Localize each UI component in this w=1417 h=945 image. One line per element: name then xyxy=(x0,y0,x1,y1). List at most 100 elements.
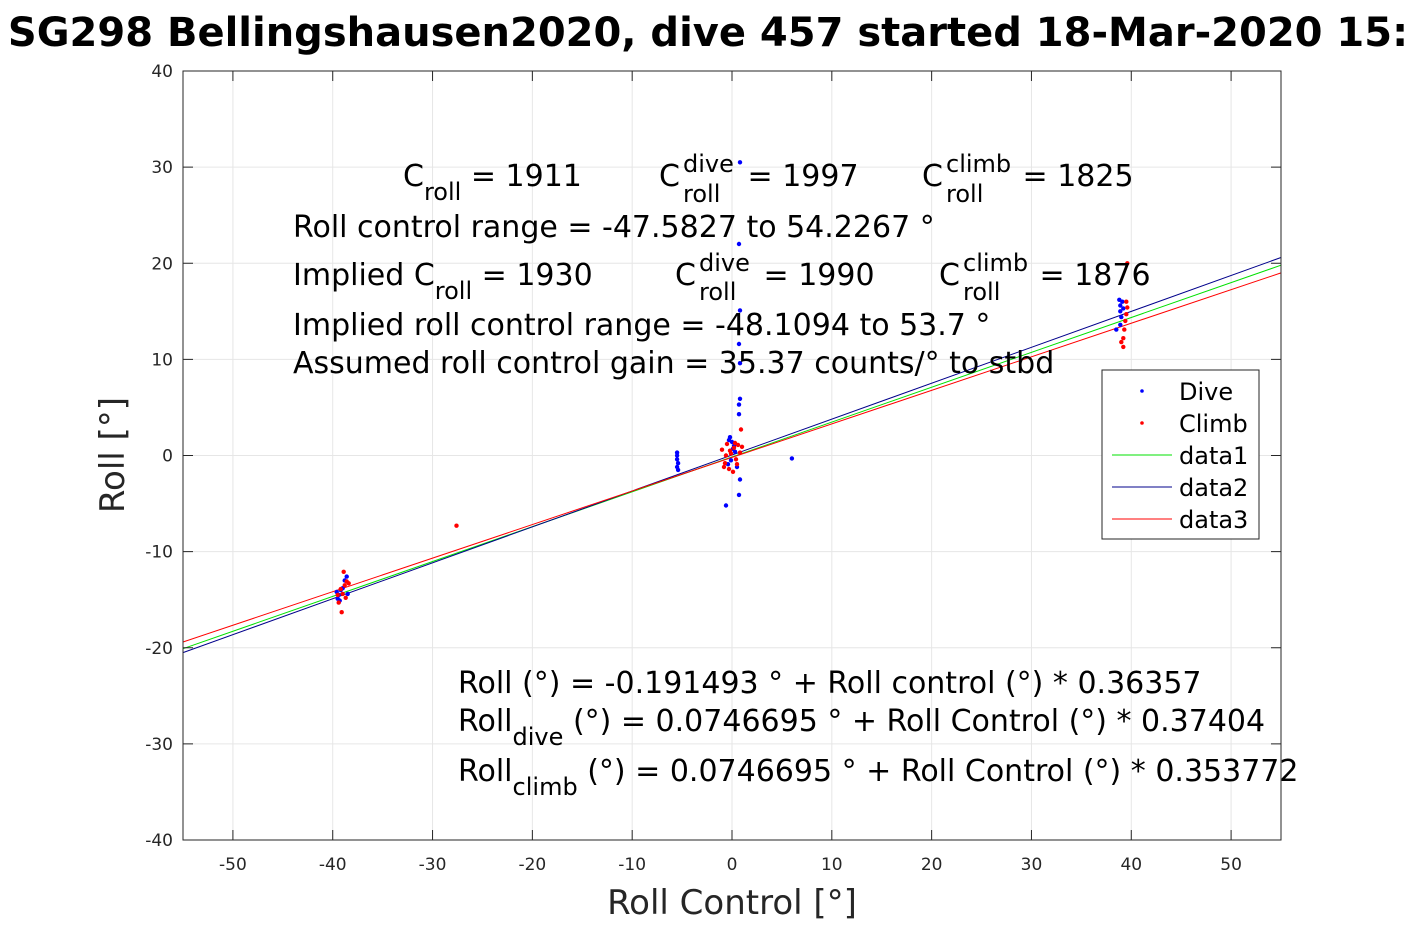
x-tick-label: 40 xyxy=(1120,855,1142,875)
y-tick-label: 0 xyxy=(162,447,173,467)
dive-point xyxy=(1114,327,1119,332)
legend-label-data1: data1 xyxy=(1179,442,1248,470)
dive-point xyxy=(736,492,742,498)
annotation-implied-c-roll: Implied Croll = 1930 xyxy=(293,258,593,305)
climb-point xyxy=(719,447,725,452)
dive-point xyxy=(1118,322,1123,327)
climb-point xyxy=(1124,299,1129,304)
chart-title: SG298 Bellingshausen2020, dive 457 start… xyxy=(8,10,1408,56)
climb-point xyxy=(727,448,733,453)
x-tick-label: -50 xyxy=(219,855,247,875)
dive-point xyxy=(737,396,743,401)
annotation-c-roll: Croll = 1911 xyxy=(403,159,582,206)
dive-point xyxy=(1118,309,1123,314)
legend: Dive Climb data1 data2 data3 xyxy=(1101,369,1260,540)
climb-point xyxy=(732,440,738,446)
climb-point xyxy=(734,462,740,467)
y-tick-label: 20 xyxy=(151,254,173,274)
equation-roll-dive: Rolldive (°) = 0.0746695 ° + Roll Contro… xyxy=(458,704,1265,751)
climb-point xyxy=(1123,318,1128,324)
x-axis-label: Roll Control [°] xyxy=(607,883,857,923)
climb-point xyxy=(336,600,341,605)
climb-point xyxy=(1121,344,1126,350)
annotation-implied-roll-control-range: Implied roll control range = -48.1094 to… xyxy=(293,308,990,343)
climb-point xyxy=(723,453,729,458)
y-tick-label: 30 xyxy=(151,158,173,178)
dive-point xyxy=(674,457,680,462)
climb-point xyxy=(730,469,736,474)
dive-point xyxy=(737,361,743,366)
y-tick-label: -10 xyxy=(145,543,173,563)
climb-point xyxy=(738,427,744,432)
data-points xyxy=(334,160,1130,615)
climb-point xyxy=(1119,339,1124,345)
dive-point xyxy=(345,591,350,597)
legend-marker-climb xyxy=(1140,421,1144,425)
x-tick-label: 0 xyxy=(727,855,738,875)
x-tick-label: -30 xyxy=(419,855,447,875)
equation-roll: Roll (°) = -0.191493 ° + Roll control (°… xyxy=(458,666,1202,701)
y-tick-label: 10 xyxy=(151,350,173,370)
y-axis-label: Roll [°] xyxy=(93,397,133,513)
x-tick-label: -10 xyxy=(618,855,646,875)
climb-point xyxy=(342,583,347,588)
x-tick-label: -20 xyxy=(518,855,546,875)
climb-point xyxy=(724,441,730,447)
y-tick-label: -40 xyxy=(145,831,173,851)
dive-point xyxy=(1120,299,1125,304)
dive-point xyxy=(737,160,743,165)
climb-point xyxy=(338,586,343,592)
equation-roll-climb: Rollclimb (°) = 0.0746695 ° + Roll Contr… xyxy=(458,754,1298,801)
dive-point xyxy=(737,477,743,482)
dive-point xyxy=(736,341,742,347)
annotation-roll-control-range: Roll control range = -47.5827 to 54.2267… xyxy=(293,210,935,245)
climb-point xyxy=(1125,305,1130,310)
dive-point xyxy=(675,461,681,466)
dive-point xyxy=(736,241,742,247)
dive-point xyxy=(675,467,681,473)
climb-point xyxy=(341,569,346,574)
climb-point xyxy=(1124,312,1129,317)
legend-label-data2: data2 xyxy=(1179,474,1248,502)
climb-point xyxy=(454,523,459,528)
legend-label-dive: Dive xyxy=(1179,378,1233,406)
x-tick-label: -40 xyxy=(319,855,347,875)
climb-point xyxy=(722,461,728,466)
y-tick-label: -20 xyxy=(145,639,173,659)
climb-point xyxy=(344,579,349,584)
dive-point xyxy=(674,450,680,455)
climb-point xyxy=(721,464,727,470)
dive-point xyxy=(344,574,349,579)
fit-line-data3 xyxy=(182,272,1282,643)
dive-point xyxy=(736,412,742,417)
climb-point xyxy=(739,444,745,449)
legend-marker-dive xyxy=(1140,389,1144,393)
climb-point xyxy=(1125,261,1130,266)
dive-point xyxy=(723,503,729,508)
dive-point xyxy=(1121,306,1126,311)
dive-point xyxy=(789,456,795,461)
climb-point xyxy=(343,595,348,600)
climb-point xyxy=(733,457,739,462)
dive-point xyxy=(737,308,743,313)
dive-point xyxy=(727,435,733,440)
climb-point xyxy=(731,445,737,450)
climb-point xyxy=(340,591,345,597)
legend-label-climb: Climb xyxy=(1179,410,1248,438)
dive-point xyxy=(728,458,734,463)
y-tick-label: -30 xyxy=(145,735,173,755)
climb-point xyxy=(726,466,732,472)
annotation-roll-control-gain: Assumed roll control gain = 35.37 counts… xyxy=(293,346,1054,381)
climb-point xyxy=(1122,327,1127,332)
climb-point xyxy=(737,450,743,455)
legend-label-data3: data3 xyxy=(1179,506,1248,534)
climb-point xyxy=(1121,336,1126,341)
x-tick-label: 10 xyxy=(821,855,843,875)
x-tick-label: 30 xyxy=(1021,855,1043,875)
dive-point xyxy=(1119,314,1124,320)
